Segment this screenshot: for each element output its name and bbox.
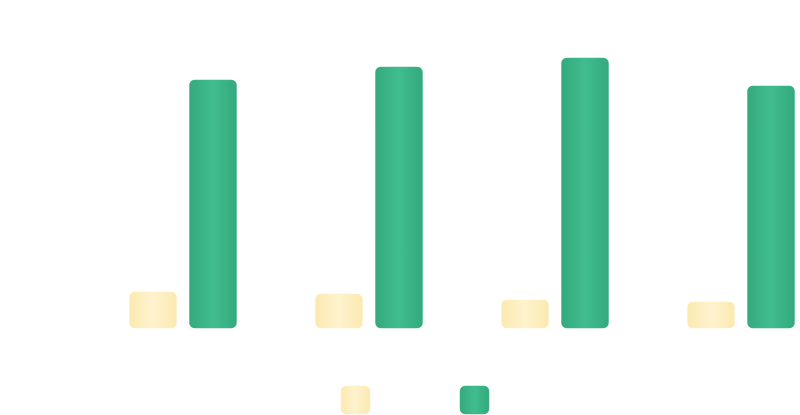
legend-swatch [459,385,490,415]
bar [747,85,795,329]
bar [561,57,609,329]
bar [375,66,423,329]
legend-swatch [340,385,371,415]
bar [315,293,363,329]
bar [189,79,237,329]
bar [687,301,735,329]
bar [501,299,549,329]
bar [129,291,177,329]
